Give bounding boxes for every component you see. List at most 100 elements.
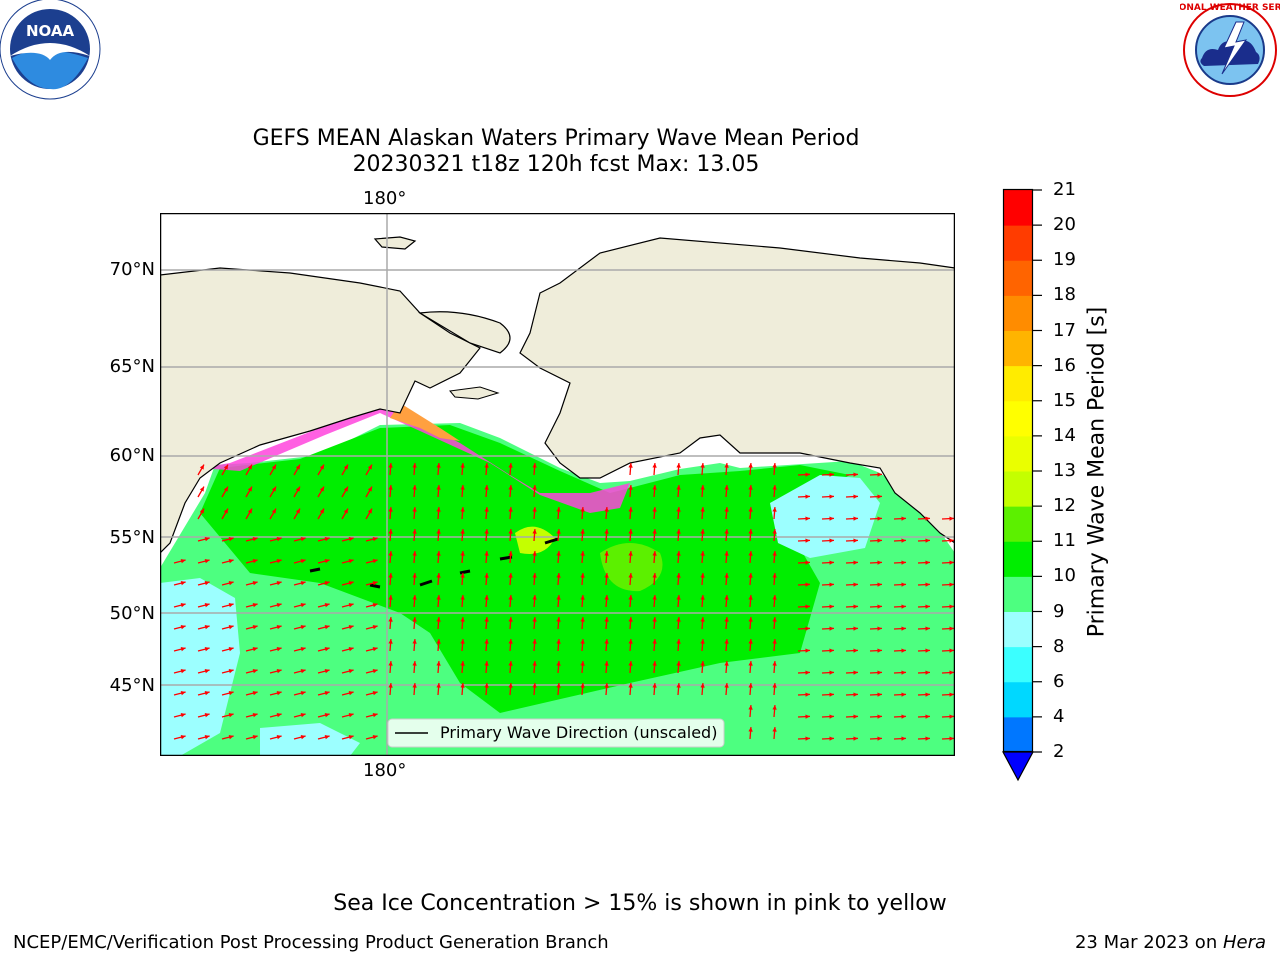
wave-arrow-head xyxy=(228,603,234,608)
wave-arrow-head xyxy=(300,581,306,586)
wave-arrow-head xyxy=(252,603,258,608)
lon-label-bottom: 180° xyxy=(363,760,407,781)
wave-arrow-head xyxy=(319,486,324,492)
wave-arrow-head xyxy=(276,603,282,608)
wave-arrow-head xyxy=(604,551,609,556)
noaa-logo-text: NOAA xyxy=(26,22,75,40)
wave-arrow-head xyxy=(372,647,378,652)
host-name: Hera xyxy=(1222,932,1266,953)
wave-arrow-head xyxy=(748,661,753,666)
wave-arrow-head xyxy=(228,669,234,674)
wave-arrow-head xyxy=(676,617,681,622)
wave-arrow-head xyxy=(604,617,609,622)
wave-arrow-head xyxy=(388,551,393,556)
wave-arrow-head xyxy=(484,683,489,688)
wave-arrow-head xyxy=(324,713,330,718)
wave-field-low-south xyxy=(260,723,360,756)
wave-arrow-head xyxy=(388,639,393,644)
wave-arrow-head xyxy=(925,648,930,653)
wave-arrow-head xyxy=(925,626,930,631)
colorbar-tick-label: 20 xyxy=(1053,214,1076,236)
wave-arrow-head xyxy=(388,463,393,468)
colorbar-swatch xyxy=(1004,576,1032,612)
wave-arrow-head xyxy=(532,529,537,534)
colorbar-swatch xyxy=(1004,506,1032,542)
wave-arrow-head xyxy=(652,661,657,666)
wave-arrow-head xyxy=(300,559,306,564)
colorbar-tick-label: 14 xyxy=(1053,424,1076,446)
wave-arrow-head xyxy=(853,736,858,741)
wave-arrow-head xyxy=(271,486,276,492)
wave-arrow-head xyxy=(436,551,441,556)
wave-arrow-head xyxy=(829,692,834,697)
colorbar-tick-label: 8 xyxy=(1053,635,1065,657)
wave-arrow-head xyxy=(676,573,681,578)
wave-arrow-head xyxy=(324,625,330,630)
lat-label-45: 45°N xyxy=(109,675,155,696)
wave-arrow-head xyxy=(204,537,210,542)
wave-arrow-head xyxy=(252,647,258,652)
date-text: 23 Mar 2023 on Hera xyxy=(1074,932,1266,953)
wave-direction-arrows xyxy=(173,462,955,741)
wave-arrow-head xyxy=(877,560,882,565)
wave-arrow-head xyxy=(772,507,777,512)
wave-arrow-head xyxy=(460,639,465,644)
colorbar-tick-label: 18 xyxy=(1053,284,1076,306)
wave-arrow-head xyxy=(508,573,513,578)
wave-arrow-head xyxy=(348,669,354,674)
colorbar-swatch xyxy=(1004,295,1032,331)
wave-arrow-head xyxy=(348,647,354,652)
wave-arrow-head xyxy=(628,661,633,666)
colorbar-tick-label: 21 xyxy=(1053,179,1076,200)
arrow-legend-label: Primary Wave Direction (unscaled) xyxy=(440,723,717,742)
wave-arrow-head xyxy=(436,485,441,490)
wave-arrow-head xyxy=(772,705,777,710)
colorbar-tick-label: 19 xyxy=(1053,249,1076,271)
colorbar-swatch xyxy=(1004,646,1032,683)
credit-text: NCEP/EMC/Verification Post Processing Pr… xyxy=(13,932,609,953)
wave-arrow-head xyxy=(748,485,753,490)
wave-arrow-head xyxy=(901,736,906,741)
wave-arrow-head xyxy=(532,573,537,578)
wave-arrow-head xyxy=(324,581,330,586)
wave-arrow-head xyxy=(324,537,330,542)
wave-arrow-head xyxy=(901,692,906,697)
wave-arrow-head xyxy=(580,683,585,688)
wave-arrow-head xyxy=(372,625,378,630)
colorbar-tick-label: 17 xyxy=(1053,319,1076,341)
wave-arrow-head xyxy=(180,603,186,608)
wave-arrow-head xyxy=(348,691,354,696)
wave-arrow-head xyxy=(748,683,753,688)
wave-arrow-head xyxy=(676,551,681,556)
wave-arrow-head xyxy=(532,683,537,688)
wave-arrow-head xyxy=(829,714,834,719)
sea-ice-yellow xyxy=(390,403,460,441)
wave-arrow-head xyxy=(271,508,276,514)
wave-arrow-head xyxy=(484,617,489,622)
wave-arrow-head xyxy=(676,683,681,688)
wave-arrow-head xyxy=(372,735,378,740)
wave-arrow-head xyxy=(724,551,729,556)
wave-arrow-head xyxy=(252,559,258,564)
wave-arrow-head xyxy=(300,735,306,740)
wave-arrow-head xyxy=(949,560,954,565)
wave-arrow-head xyxy=(853,714,858,719)
wave-arrow-head xyxy=(295,508,300,514)
wave-arrow-head xyxy=(508,683,513,688)
wave-arrow-head xyxy=(949,670,954,675)
wave-arrow-head xyxy=(676,639,681,644)
wave-arrow-head xyxy=(271,464,276,470)
wave-arrow-head xyxy=(180,669,186,674)
wave-arrow-head xyxy=(580,617,585,622)
wave-arrow-head xyxy=(652,639,657,644)
wave-arrow-head xyxy=(901,538,906,543)
wave-arrow-head xyxy=(228,713,234,718)
wave-arrow-head xyxy=(180,647,186,652)
lat-label-65: 65°N xyxy=(109,356,155,377)
wave-arrow-head xyxy=(228,647,234,652)
wave-arrow-head xyxy=(508,529,513,534)
wave-field-peak-2 xyxy=(515,526,555,554)
wave-arrow-head xyxy=(829,472,834,477)
wave-arrow-head xyxy=(652,573,657,578)
wave-arrow-head xyxy=(652,507,657,512)
